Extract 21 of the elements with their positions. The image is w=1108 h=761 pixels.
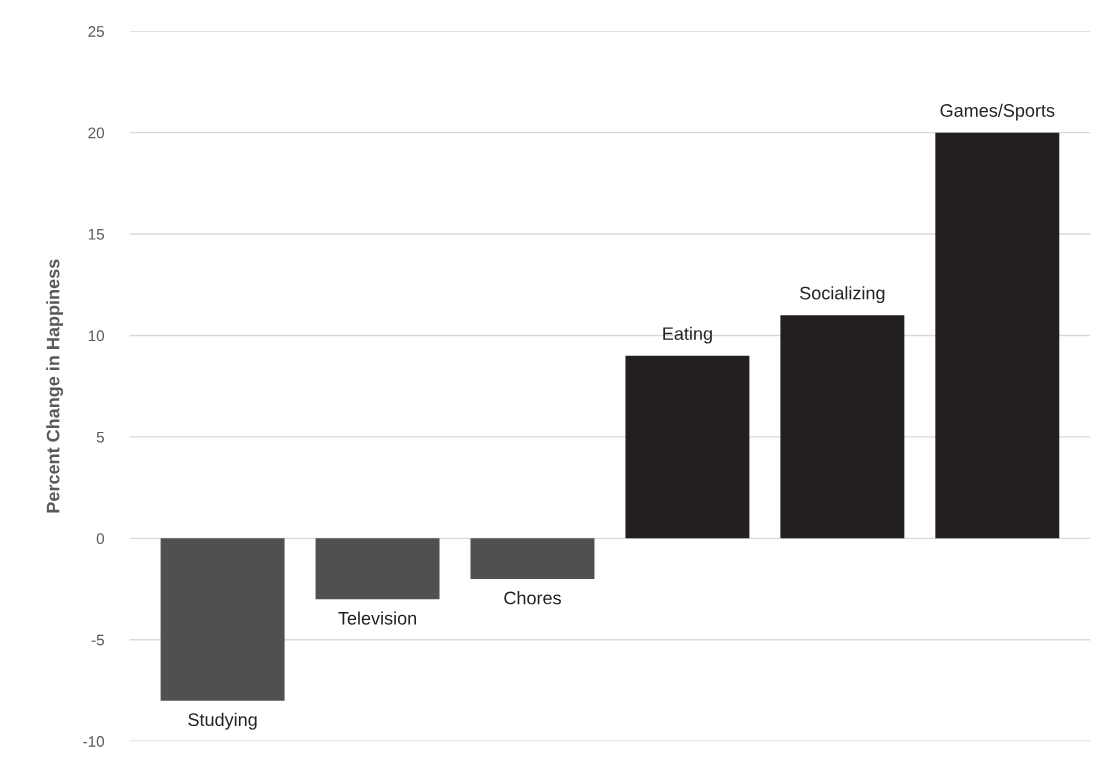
bar [470,538,595,579]
y-axis-title: Percent Change in Happiness [46,259,64,513]
y-tick-label: 25 [88,26,104,37]
x-tick-label: Socializing [800,286,885,304]
x-tick-label: Television [338,611,417,625]
x-tick-label: Studying [188,712,257,730]
y-tick-label: 20 [88,127,105,139]
y-tick-label: 10 [88,330,105,342]
bar [315,538,440,600]
y-tick-label: 5 [96,431,104,443]
y-tick-label: 15 [88,229,104,240]
x-tick-label: Eating [663,326,712,344]
y-tick-label: -10 [83,736,105,747]
x-tick-label: Chores [504,591,561,605]
bar [625,355,750,539]
x-tick-label: Games/Sports [940,103,1055,121]
y-tick-label: -5 [91,634,104,646]
bar [780,315,905,539]
y-tick-label: 0 [96,533,105,545]
bar [160,538,285,701]
bar [935,132,1060,539]
